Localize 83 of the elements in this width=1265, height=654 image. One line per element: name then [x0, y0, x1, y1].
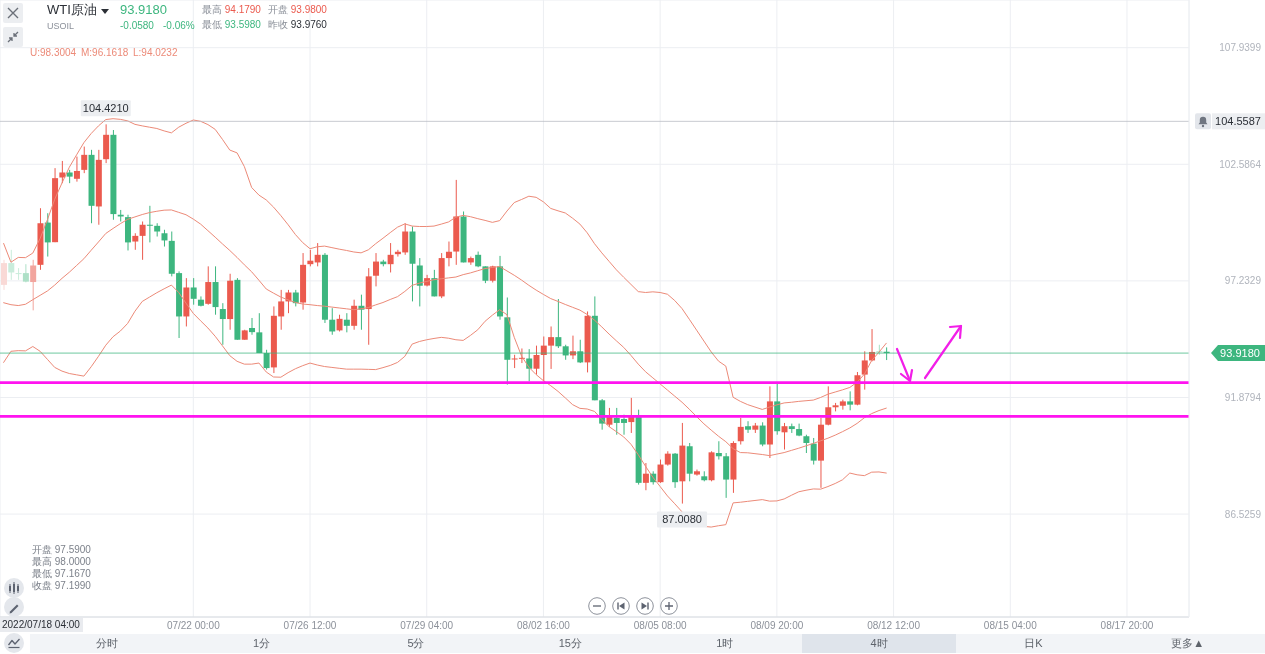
- annotation: -0.06%: [163, 20, 195, 32]
- annotation: 最低 97.1670: [32, 568, 91, 580]
- text: 4时: [870, 636, 888, 651]
- annotation: 开盘 97.5900: [32, 544, 91, 556]
- candlestick: [533, 345, 540, 376]
- text: 日K: [1024, 636, 1043, 651]
- x-tick-label: 08/12 12:00: [867, 620, 921, 631]
- annotation: M:96.1618: [81, 47, 129, 59]
- candlestick: [445, 241, 452, 267]
- text: 更多▲: [1171, 636, 1205, 651]
- text: 5分: [407, 636, 425, 651]
- annotation: 93.9180: [120, 2, 167, 18]
- candlestick: [278, 289, 285, 331]
- text: 2022/07/18 04:00: [0, 618, 83, 632]
- candlestick: [8, 249, 15, 281]
- annotation: 87.0080: [662, 513, 702, 526]
- annotation: -0.0580: [120, 20, 154, 32]
- candlestick: [431, 269, 438, 297]
- x-tick-label: 08/17 20:00: [1100, 620, 1154, 631]
- candlestick: [44, 212, 51, 258]
- candlestick: [715, 440, 722, 461]
- candlestick: [847, 390, 854, 411]
- candlestick: [373, 252, 380, 287]
- line-series: [3, 118, 887, 410]
- y-tick-label: 86.5259: [1224, 508, 1262, 520]
- x-tick-label: 08/05 08:00: [633, 620, 687, 631]
- candlestick: [219, 302, 226, 346]
- candlestick: [737, 417, 744, 446]
- annotation: 收盘 97.1990: [32, 580, 91, 592]
- candlestick: [387, 242, 394, 273]
- text: 分时: [96, 636, 119, 651]
- y-tick-label: 97.2329: [1224, 275, 1262, 287]
- x-tick-label: 07/26 12:00: [283, 620, 337, 631]
- candlestick: [416, 257, 423, 307]
- candlestick: [15, 267, 22, 281]
- text: 1时: [716, 636, 734, 651]
- candlestick: [139, 220, 146, 261]
- chart-title: WTI原油: [47, 2, 97, 18]
- candlestick: [745, 420, 752, 434]
- candlestick: [548, 325, 555, 370]
- candlestick: [30, 259, 37, 311]
- candlestick: [781, 422, 788, 451]
- candlestick: [81, 146, 88, 174]
- candlestick: [249, 317, 256, 336]
- x-tick-label: 08/15 04:00: [983, 620, 1038, 631]
- candlestick: [343, 312, 350, 333]
- annotation: U:98.3004: [30, 47, 77, 59]
- candlestick: [657, 459, 664, 484]
- candlestick: [329, 307, 336, 336]
- annotation: L:94.0232: [133, 47, 178, 59]
- annotation: 昨收 93.9760: [268, 19, 327, 30]
- candlestick: [723, 452, 730, 499]
- y-tick-label: 107.9399: [1219, 42, 1262, 54]
- candlestick: [810, 437, 817, 466]
- x-tick-label: 08/09 20:00: [750, 620, 804, 631]
- x-tick-label: 08/02 16:00: [517, 620, 571, 631]
- candlestick: [314, 242, 321, 267]
- annotation: 104.4210: [82, 102, 129, 115]
- candlestick: [402, 222, 409, 256]
- x-tick-label: 07/22 00:00: [166, 620, 221, 631]
- text: USOIL: [47, 21, 75, 32]
- candlestick: [351, 299, 358, 331]
- text: 1分: [253, 636, 271, 651]
- candlestick: [73, 156, 80, 183]
- candlestick: [861, 350, 868, 391]
- candlestick: [205, 265, 212, 306]
- candlestick: [190, 277, 197, 306]
- candlestick: [803, 434, 810, 454]
- annotation: 最高 94.1790: [202, 4, 261, 15]
- annotation: 最高 98.0000: [32, 556, 91, 568]
- ref-line-label: 93.9180: [1220, 346, 1260, 359]
- candlestick: [555, 298, 562, 349]
- candlestick: [1, 259, 7, 291]
- annotation: 开盘 93.9800: [268, 4, 327, 15]
- annotation: 最低 93.5980: [202, 19, 261, 30]
- x-tick-label: 07/29 04:00: [400, 620, 454, 631]
- candlestick: [759, 421, 766, 447]
- candlestick: [642, 462, 649, 491]
- text: 15分: [558, 636, 582, 651]
- ref-line-label: 104.5587: [1215, 115, 1261, 128]
- y-tick-label: 91.8794: [1224, 391, 1262, 403]
- candlestick: [146, 205, 153, 243]
- y-tick-label: 102.5864: [1219, 158, 1262, 170]
